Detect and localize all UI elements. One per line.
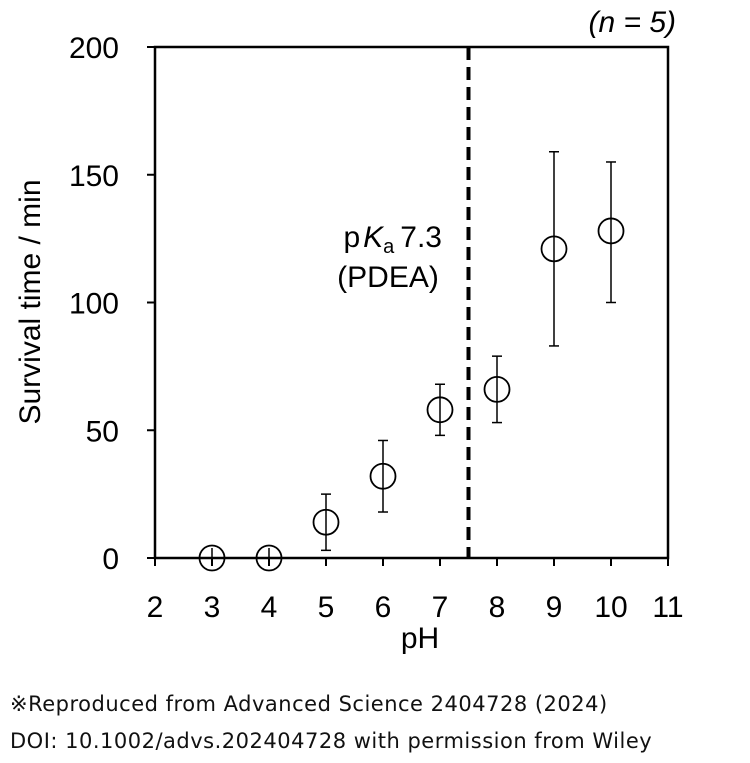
y-axis-ticks: 0 50 100 150 200 [69,32,155,576]
x-tick-label: 11 [652,591,683,624]
y-tick-label: 150 [69,160,119,193]
x-tick-label: 9 [546,591,563,624]
credit-line-1: ※Reproduced from Advanced Science 240472… [10,692,608,716]
y-tick-label: 200 [69,32,119,65]
data-point-marker [483,375,511,403]
scatter-chart: (n = 5) 0 50 100 150 200 2 3 4 5 6 7 8 9 10 11 p Ka 7.3… [14,6,684,655]
x-tick-label: 2 [147,591,164,624]
x-axis-ticks: 2 3 4 5 6 7 8 9 10 11 [147,558,684,624]
y-tick-label: 50 [86,415,119,448]
data-point-marker [198,544,226,572]
pka-label: p Ka 7.3 [343,221,442,258]
credit-line-2: DOI: 10.1002/advs.202404728 with permiss… [10,729,653,753]
pka-label-polymer: (PDEA) [337,261,439,294]
pka-label-prefix: p [343,221,360,254]
x-axis-label: pH [401,622,439,655]
sample-size-annotation: (n = 5) [588,6,676,39]
data-point-marker [312,508,340,536]
x-tick-label: 8 [489,591,506,624]
y-tick-label: 100 [69,288,119,321]
plot-frame [153,45,670,560]
data-point-marker [597,217,625,245]
x-tick-label: 7 [432,591,449,624]
x-tick-label: 4 [261,591,278,624]
error-bars [211,151,616,560]
data-point-marker [426,396,454,424]
data-point-marker [369,462,397,490]
pka-label-symbol: K [363,221,385,254]
data-point-marker [255,544,283,572]
x-tick-label: 5 [318,591,335,624]
y-axis-label: Survival time / min [14,179,47,424]
x-tick-label: 3 [204,591,221,624]
x-tick-label: 6 [375,591,392,624]
data-markers [198,217,625,572]
x-tick-label: 10 [594,591,627,624]
pka-label-value: 7.3 [400,221,442,254]
pka-label-subscript: a [383,236,395,258]
data-point-marker [540,235,568,263]
y-tick-label: 0 [102,543,119,576]
